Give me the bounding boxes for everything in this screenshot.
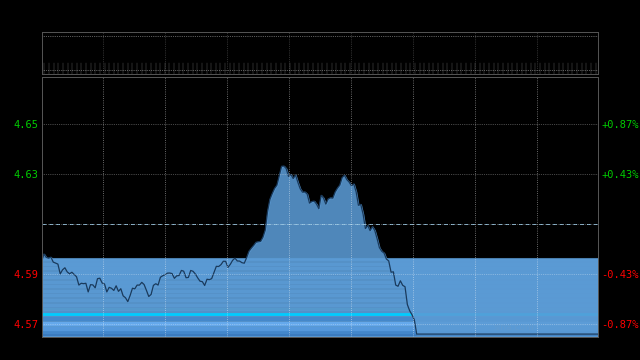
Text: sina.com: sina.com <box>493 323 534 332</box>
